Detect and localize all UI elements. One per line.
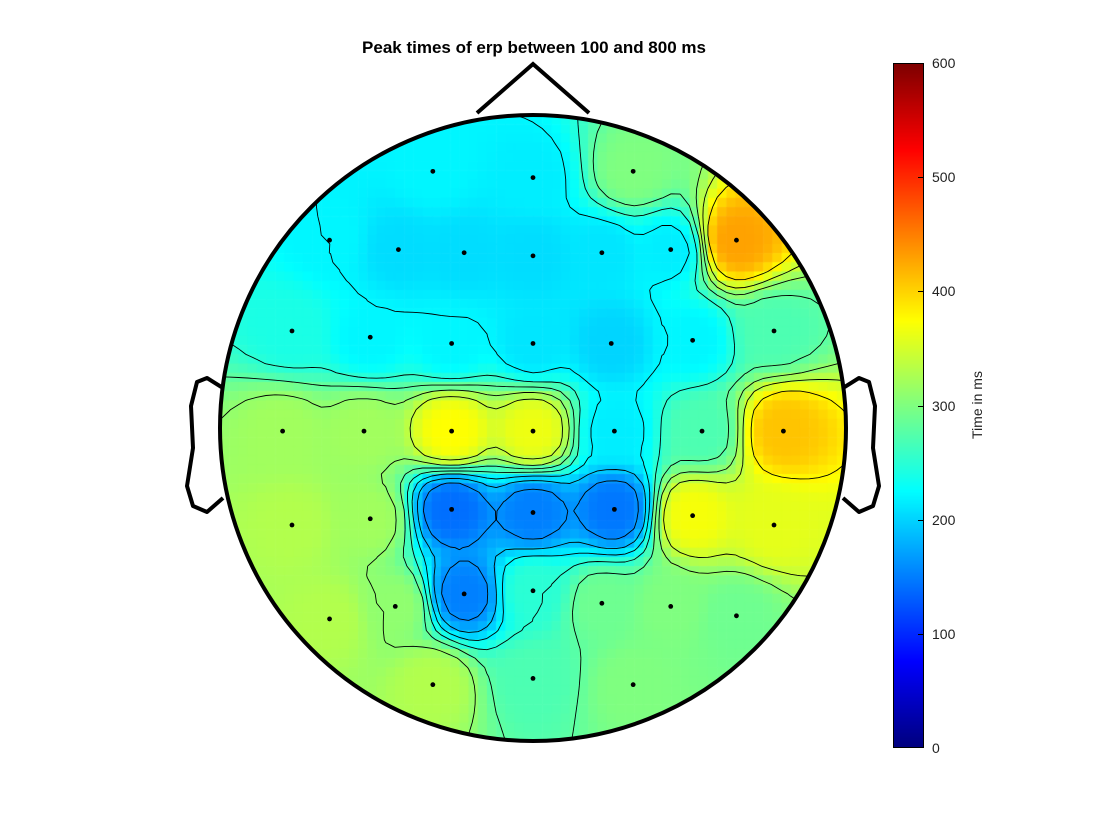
electrode-marker xyxy=(530,588,536,594)
electrode-marker xyxy=(690,513,696,519)
electrode-marker xyxy=(530,676,536,681)
right-ear-outline xyxy=(841,376,881,514)
electrode-marker xyxy=(430,682,436,688)
electrode-marker xyxy=(699,428,705,434)
colorbar-tick-mark xyxy=(918,519,924,521)
colorbar-label: Time in ms xyxy=(969,371,985,439)
electrode-markers xyxy=(280,168,786,688)
electrode-marker xyxy=(461,250,467,256)
colorbar-tick-label: 300 xyxy=(932,397,956,414)
contour-level-160 xyxy=(422,480,639,621)
electrode-marker xyxy=(327,616,332,622)
electrode-marker xyxy=(289,522,295,528)
electrode-marker xyxy=(449,341,455,346)
electrode-marker xyxy=(608,341,614,346)
colorbar-tick-mark xyxy=(918,633,924,635)
electrode-marker xyxy=(396,247,401,252)
electrode-marker xyxy=(771,522,777,528)
electrode-marker xyxy=(530,510,536,515)
head-circle xyxy=(218,113,848,743)
electrode-marker xyxy=(630,168,636,174)
colorbar-tick-label: 200 xyxy=(932,511,956,528)
electrode-marker xyxy=(530,175,536,181)
electrode-marker xyxy=(734,237,739,243)
electrode-marker xyxy=(630,682,636,688)
left-ear-outline xyxy=(185,376,225,514)
electrode-marker xyxy=(530,428,536,434)
electrode-marker xyxy=(367,334,373,340)
head-outline xyxy=(185,61,881,743)
electrode-marker xyxy=(449,506,455,512)
colorbar-tick-mark xyxy=(918,177,924,179)
electrode-marker xyxy=(599,600,605,606)
electrode-marker xyxy=(771,328,777,334)
electrode-marker xyxy=(327,237,332,243)
electrode-marker xyxy=(461,591,467,597)
electrode-marker xyxy=(611,428,617,434)
electrode-marker xyxy=(668,604,674,609)
electrode-marker xyxy=(430,168,436,174)
electrode-marker xyxy=(280,428,285,434)
colorbar-tick-mark xyxy=(918,405,924,407)
electrode-marker xyxy=(781,428,786,434)
colorbar-tick-label: 400 xyxy=(932,283,956,300)
colorbar-tick-label: 100 xyxy=(932,625,956,642)
electrode-marker xyxy=(734,613,739,619)
electrode-marker xyxy=(611,506,617,512)
electrode-marker xyxy=(668,247,674,252)
electrode-marker xyxy=(367,516,373,522)
colorbar-tick-mark xyxy=(918,291,924,293)
contour-level-310 xyxy=(220,115,846,741)
chart-title: Peak times of erp between 100 and 800 ms xyxy=(362,38,706,57)
colorbar-tick-label: 0 xyxy=(932,740,940,756)
nose-outline xyxy=(475,61,591,115)
colorbar-tick-label: 600 xyxy=(932,55,956,71)
contour-lines xyxy=(220,115,846,741)
electrode-marker xyxy=(690,337,696,343)
electrode-marker xyxy=(449,428,455,434)
electrode-marker xyxy=(599,250,605,256)
contour-level-190 xyxy=(417,469,647,633)
electrode-marker xyxy=(361,428,367,434)
electrode-marker xyxy=(530,253,536,259)
electrode-marker xyxy=(392,604,398,609)
electrode-marker xyxy=(289,328,295,334)
colorbar-tick-label: 500 xyxy=(932,169,956,186)
electrode-marker xyxy=(530,341,536,346)
